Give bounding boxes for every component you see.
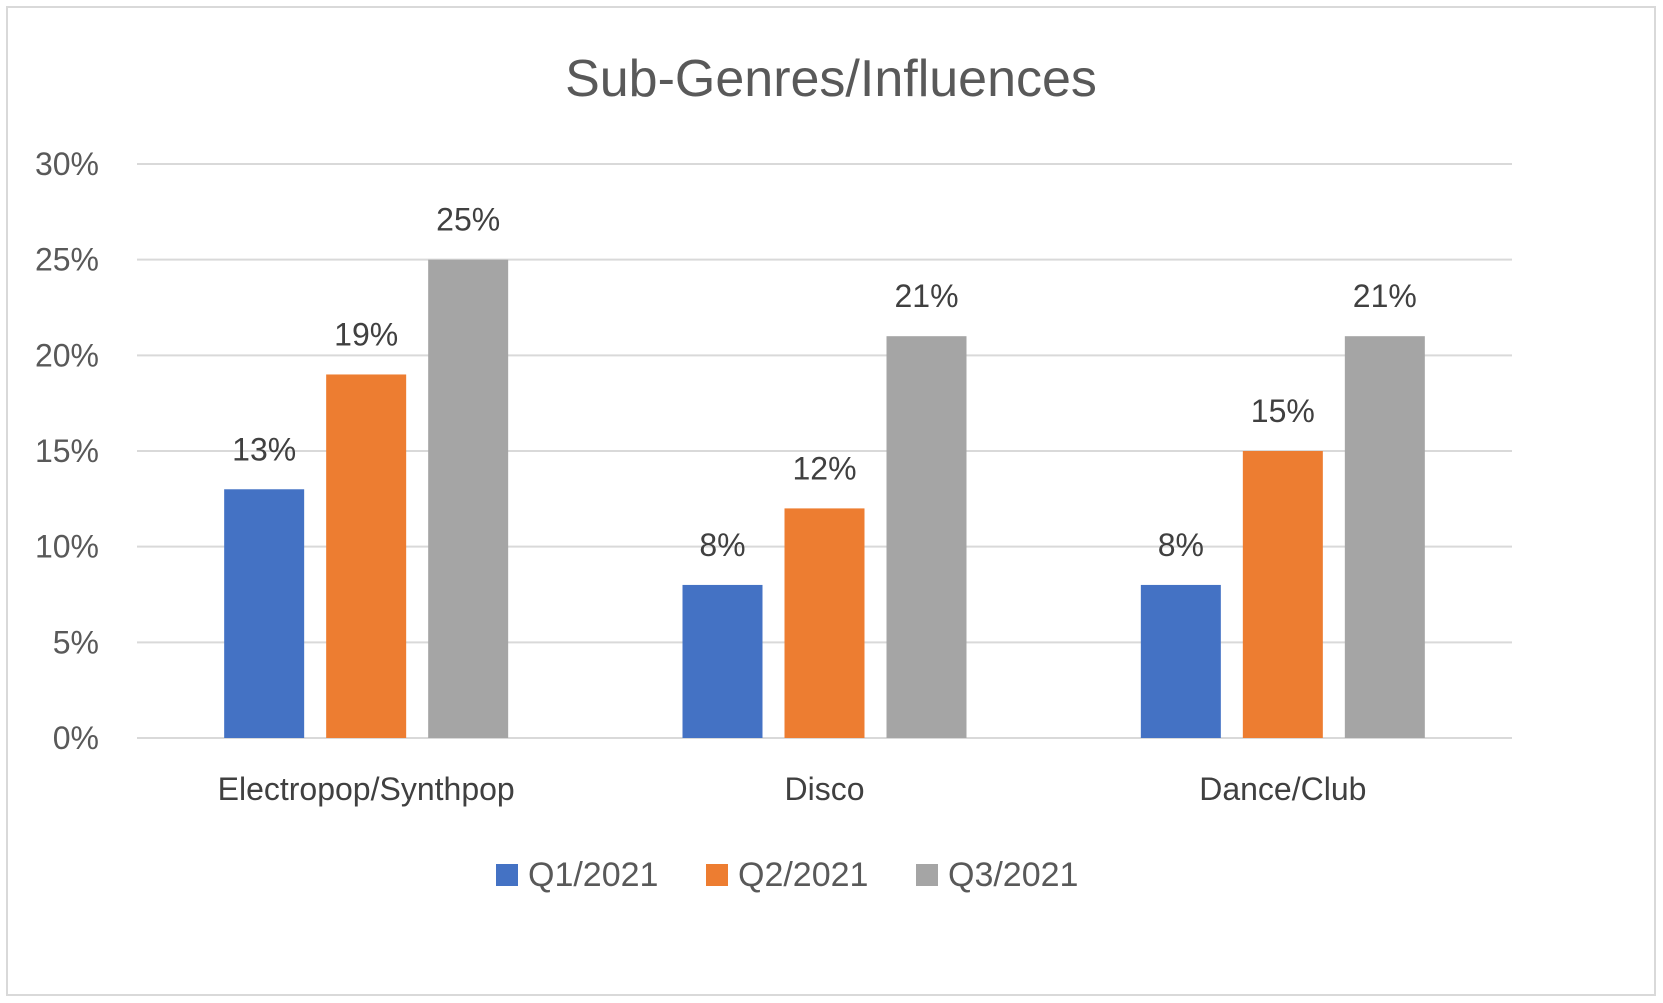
y-tick-label: 5%: [53, 624, 99, 660]
y-tick-label: 20%: [35, 337, 99, 373]
data-label: 21%: [894, 278, 958, 314]
bar: [224, 489, 305, 738]
chart-title: Sub-Genres/Influences: [565, 50, 1097, 108]
legend-swatch: [916, 864, 938, 886]
data-label: 15%: [1251, 393, 1315, 429]
bar: [1140, 584, 1221, 738]
data-label: 13%: [232, 431, 296, 467]
bar: [784, 508, 865, 738]
y-tick-label: 10%: [35, 529, 99, 565]
bar: [326, 374, 407, 738]
bar: [1344, 336, 1425, 738]
bar: [682, 584, 763, 738]
y-tick-label: 30%: [35, 146, 99, 182]
category-label: Electropop/Synthpop: [218, 771, 515, 807]
data-label: 25%: [436, 202, 500, 238]
category-label: Dance/Club: [1199, 771, 1366, 807]
data-label: 8%: [1158, 527, 1204, 563]
legend-swatch: [706, 864, 728, 886]
legend-swatch: [496, 864, 518, 886]
bar: [886, 336, 967, 738]
data-label: 12%: [792, 450, 856, 486]
legend-label: Q2/2021: [738, 856, 868, 894]
y-tick-label: 15%: [35, 433, 99, 469]
bar: [1242, 451, 1323, 738]
bar: [428, 259, 509, 738]
data-label: 19%: [334, 316, 398, 352]
y-tick-label: 0%: [53, 720, 99, 756]
legend-label: Q3/2021: [948, 856, 1078, 894]
data-label: 21%: [1353, 278, 1417, 314]
legend-label: Q1/2021: [528, 856, 658, 894]
y-tick-label: 25%: [35, 242, 99, 278]
category-label: Disco: [784, 771, 864, 807]
data-label: 8%: [699, 527, 745, 563]
